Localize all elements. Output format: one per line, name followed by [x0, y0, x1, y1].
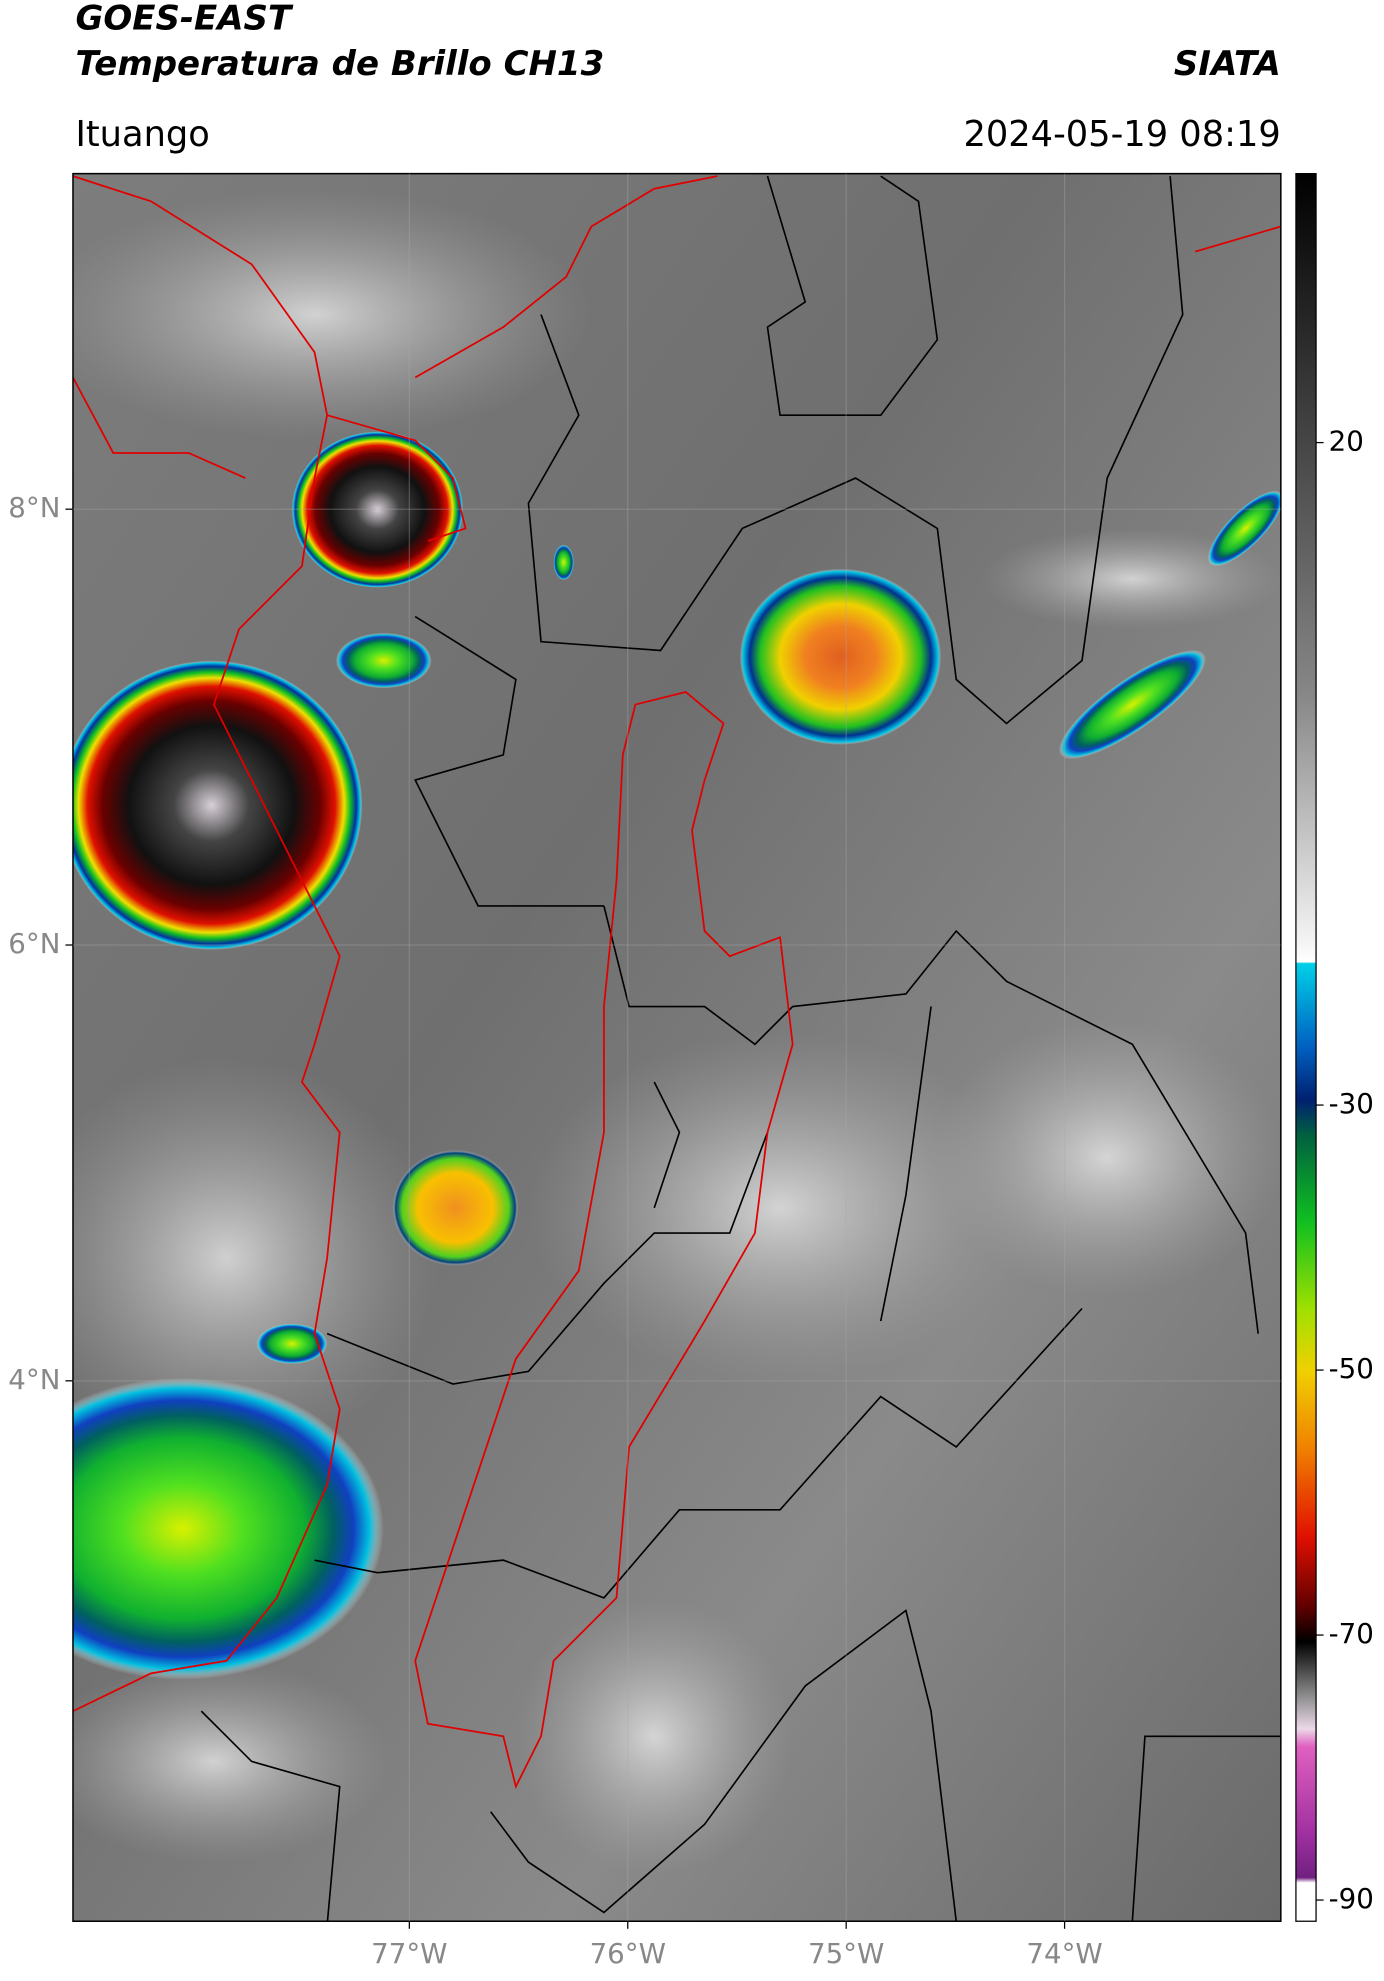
x-tick-label: 74°W	[1026, 1937, 1102, 1970]
datetime: 2024-05-19 08:19	[963, 114, 1280, 155]
colorbar	[1295, 172, 1317, 1922]
x-tick-label: 75°W	[808, 1937, 884, 1970]
y-tick-label: 4°N	[8, 1363, 60, 1396]
title: Temperatura de Brillo CH13	[75, 44, 604, 84]
colorbar-tick-label: -70	[1329, 1617, 1374, 1650]
satellite-image	[72, 173, 1281, 1922]
title: GOES-EAST	[75, 0, 293, 39]
x-tick-label: 76°W	[590, 1937, 666, 1970]
region: Ituango	[75, 114, 209, 155]
x-tick-label: 77°W	[371, 1937, 447, 1970]
colorbar-tick-label: -30	[1329, 1087, 1374, 1120]
source: SIATA	[1174, 44, 1281, 84]
colorbar-tick-label: -90	[1329, 1882, 1374, 1915]
colorbar-tick-label: -50	[1329, 1352, 1374, 1385]
y-tick-label: 6°N	[8, 927, 60, 960]
colorbar-tick-label: 20	[1329, 425, 1364, 458]
y-tick-label: 8°N	[8, 491, 60, 524]
map-frame	[72, 172, 1282, 1922]
